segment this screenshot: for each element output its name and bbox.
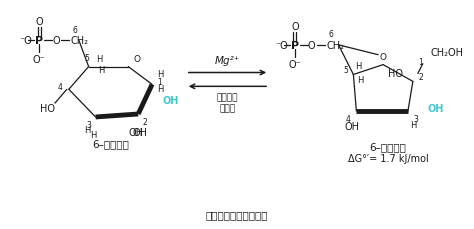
Text: 1: 1 (158, 78, 163, 87)
Text: 2: 2 (143, 118, 147, 127)
Text: 5: 5 (84, 54, 89, 63)
Text: O: O (380, 53, 387, 62)
Text: O⁻: O⁻ (289, 59, 301, 69)
Text: 6: 6 (328, 30, 333, 39)
Text: ⁻O: ⁻O (275, 41, 288, 51)
Text: O⁻: O⁻ (33, 55, 46, 64)
Text: ⁻O: ⁻O (19, 36, 32, 46)
Text: H: H (84, 126, 91, 135)
Text: Mg²⁺: Mg²⁺ (215, 55, 240, 65)
Text: ΔG°′= 1.7 kJ/mol: ΔG°′= 1.7 kJ/mol (348, 154, 428, 164)
Text: 4: 4 (57, 82, 62, 91)
Text: 3: 3 (413, 115, 418, 124)
Text: O: O (35, 17, 43, 27)
Text: H: H (355, 62, 362, 71)
Text: H: H (99, 66, 105, 75)
Text: CH₂: CH₂ (327, 41, 345, 51)
Text: OH: OH (345, 121, 360, 131)
Text: O: O (308, 41, 316, 51)
Text: H: H (157, 70, 164, 79)
Text: 6–磷酸果糖: 6–磷酸果糖 (370, 142, 407, 152)
Text: 3: 3 (86, 121, 91, 130)
Text: O: O (52, 36, 60, 46)
Text: 图：磷酸葡糖的异构化: 图：磷酸葡糖的异构化 (205, 209, 268, 219)
Text: 异构酶: 异构酶 (219, 104, 236, 113)
Text: 6: 6 (73, 25, 77, 34)
Text: H: H (91, 131, 97, 140)
Text: 6–磷酸葡糖: 6–磷酸葡糖 (92, 139, 129, 149)
Text: P: P (35, 36, 43, 46)
Text: OH: OH (428, 104, 444, 114)
Text: P: P (291, 41, 299, 51)
Text: HO: HO (39, 104, 55, 114)
Text: 磷酸己糖: 磷酸己糖 (217, 93, 238, 102)
Text: O: O (291, 22, 299, 32)
Text: 4: 4 (346, 115, 351, 124)
Text: 1: 1 (419, 58, 423, 67)
Text: HO: HO (388, 68, 403, 78)
Text: O: O (133, 55, 140, 64)
Text: H: H (357, 76, 364, 85)
Text: CH₂OH: CH₂OH (431, 48, 464, 57)
Text: H: H (410, 121, 416, 130)
Text: 5: 5 (343, 66, 348, 75)
Text: OH: OH (162, 96, 178, 106)
Text: H: H (97, 55, 103, 64)
Text: 2: 2 (419, 73, 423, 82)
Text: OH: OH (129, 127, 144, 137)
Text: H: H (157, 85, 164, 93)
Text: OH: OH (133, 127, 148, 137)
Text: CH₂: CH₂ (71, 36, 89, 46)
